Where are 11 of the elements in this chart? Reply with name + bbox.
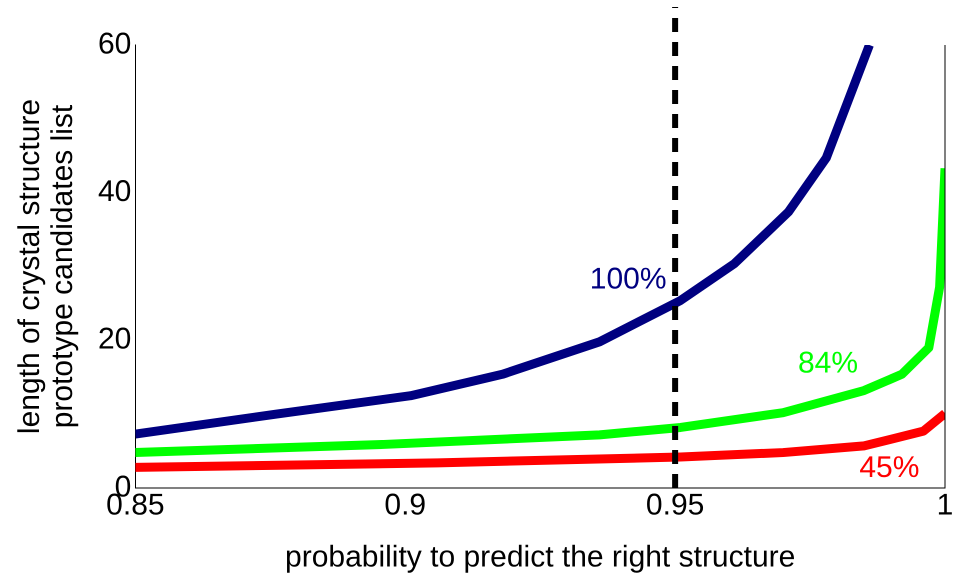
y-tick-label: 40 <box>98 174 132 208</box>
x-tick-label: 0.9 <box>384 488 426 522</box>
y-tick-label: 60 <box>98 27 132 60</box>
series-label: 84% <box>798 346 858 380</box>
series-label: 45% <box>859 451 920 484</box>
y-axis-title: length of crystal structure prototype candidates list <box>12 98 79 434</box>
x-tick-label: 1 <box>936 488 954 522</box>
series-label: 100% <box>590 262 667 296</box>
y-tick-label: 20 <box>98 322 132 356</box>
x-axis-title: probability to predict the right structure <box>285 540 796 574</box>
x-tick-label: 0.95 <box>646 488 704 522</box>
